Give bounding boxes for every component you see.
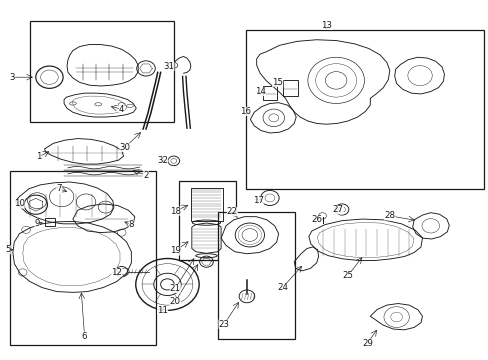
Text: 14: 14 xyxy=(254,87,265,96)
Text: 10: 10 xyxy=(14,199,25,208)
Text: 9: 9 xyxy=(35,219,40,228)
Bar xyxy=(190,188,222,221)
Text: 4: 4 xyxy=(119,104,124,113)
Text: 22: 22 xyxy=(226,207,237,216)
FancyBboxPatch shape xyxy=(246,30,484,189)
Text: 19: 19 xyxy=(169,247,181,256)
Text: 2: 2 xyxy=(143,171,148,180)
Text: 18: 18 xyxy=(169,207,181,216)
Text: 23: 23 xyxy=(218,320,229,329)
Text: 8: 8 xyxy=(128,220,134,229)
Text: 32: 32 xyxy=(157,156,168,165)
Bar xyxy=(263,86,276,99)
Text: 13: 13 xyxy=(320,21,331,30)
Text: 17: 17 xyxy=(252,196,263,205)
Text: 11: 11 xyxy=(157,306,168,315)
Bar xyxy=(282,80,298,95)
Text: 27: 27 xyxy=(332,206,343,215)
Text: 24: 24 xyxy=(277,283,287,292)
Text: 6: 6 xyxy=(81,332,87,341)
Text: 31: 31 xyxy=(163,62,174,71)
Bar xyxy=(44,218,55,226)
FancyBboxPatch shape xyxy=(30,21,173,122)
Text: 3: 3 xyxy=(10,73,15,82)
Text: 15: 15 xyxy=(272,78,283,87)
Text: 26: 26 xyxy=(310,215,322,224)
Text: 29: 29 xyxy=(361,339,372,348)
Text: 25: 25 xyxy=(342,271,353,280)
FancyBboxPatch shape xyxy=(10,171,156,345)
Text: 20: 20 xyxy=(169,297,181,306)
Text: 12: 12 xyxy=(111,268,122,277)
Text: 21: 21 xyxy=(169,284,181,293)
Text: 30: 30 xyxy=(119,143,130,152)
Text: 28: 28 xyxy=(384,211,394,220)
FancyBboxPatch shape xyxy=(217,212,294,339)
Text: 1: 1 xyxy=(36,152,41,161)
Text: 5: 5 xyxy=(5,245,11,254)
FancyBboxPatch shape xyxy=(178,181,236,261)
Text: 7: 7 xyxy=(56,184,62,193)
Text: 16: 16 xyxy=(240,107,250,116)
